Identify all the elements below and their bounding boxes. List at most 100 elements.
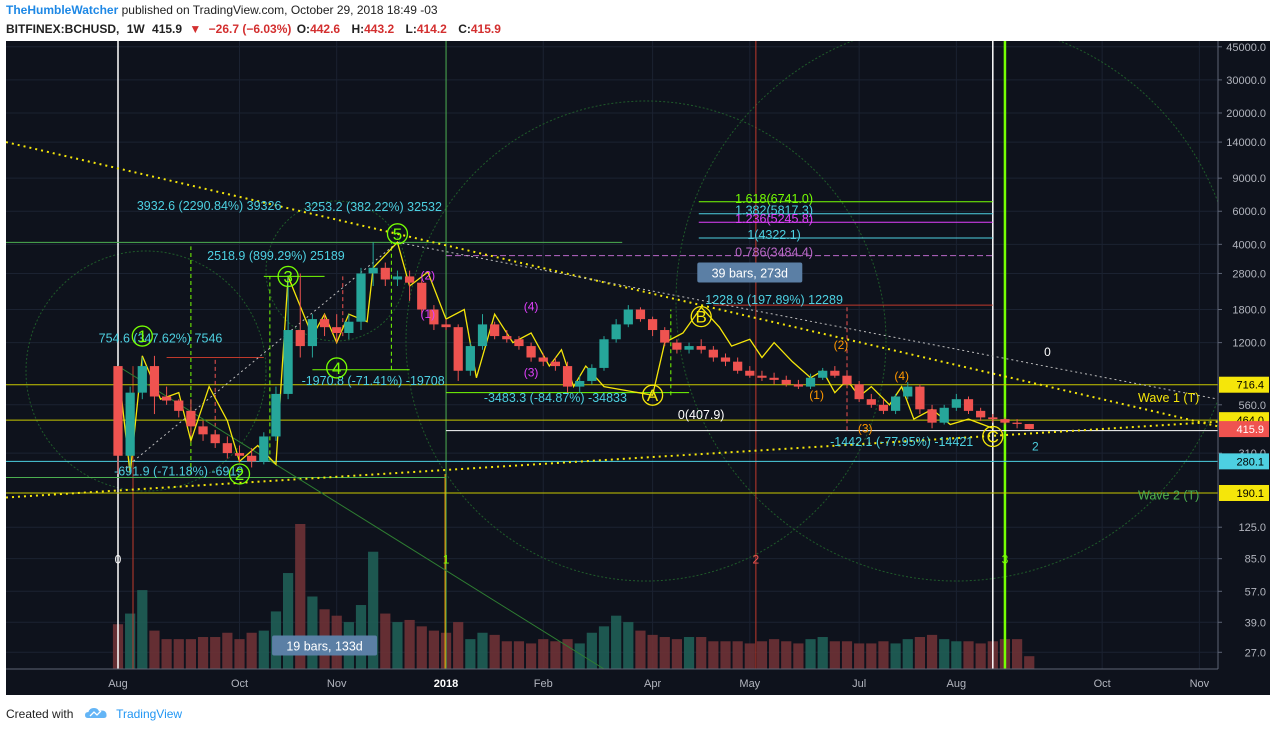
volume-bar (1024, 656, 1035, 669)
volume-bar (404, 619, 415, 669)
price-tick-label: 30000.0 (1226, 75, 1266, 87)
candle-body (1024, 424, 1034, 430)
candle-body (696, 346, 706, 350)
time-tick-label: Feb (534, 678, 553, 690)
volume-bar (137, 590, 148, 669)
candle-body (502, 336, 512, 340)
annotation-label: 0(407.9) (678, 408, 725, 422)
ohlc-open: O:442.6 (297, 22, 344, 36)
time-tick-label: Aug (108, 678, 128, 690)
candle-body (805, 377, 816, 387)
candle-body (392, 276, 403, 280)
wave-label-4: 4 (332, 359, 341, 378)
time-tick-label: Oct (231, 678, 248, 690)
volume-bar (890, 643, 901, 669)
candle-body (490, 324, 500, 337)
candle-body (526, 346, 536, 358)
volume-bar (428, 630, 440, 669)
down-arrow-icon: ▼ (189, 22, 202, 36)
gray-trendline (397, 241, 1219, 400)
volume-bar (841, 641, 853, 669)
footer: Created with TradingView (6, 707, 182, 721)
volume-bar (477, 632, 488, 669)
volume-bar (659, 637, 670, 669)
volume-bar (368, 551, 379, 669)
candle-body (866, 399, 876, 405)
candle-body (380, 267, 390, 280)
volume-bar (878, 641, 889, 669)
volume-bar (623, 622, 634, 669)
ohlc-high: H:443.2 (351, 22, 398, 36)
volume-bar (234, 639, 245, 669)
volume-bar (866, 643, 877, 669)
volume-bar (926, 634, 938, 669)
candle-body (429, 309, 439, 325)
price-tick-label: 57.0 (1245, 586, 1266, 598)
price-tick-label: 6000.0 (1232, 206, 1266, 218)
author-link[interactable]: TheHumbleWatcher (6, 3, 119, 17)
annotation-label: 1 (443, 553, 450, 567)
time-axis[interactable]: Aug Oct Nov 2018 Feb Apr May Jul Aug Oct Nov (6, 668, 1270, 695)
candle-body (453, 327, 463, 371)
candle-body (1000, 419, 1010, 423)
annotation-label: Wave 1 (T) (1138, 391, 1199, 405)
high-label: H: (351, 22, 365, 36)
volume-bar (793, 643, 804, 669)
volume-bar (501, 641, 512, 669)
volume-bar (732, 641, 743, 669)
wave-circle (131, 325, 153, 347)
chart-area[interactable]: 754.6 (347.62%) 7546 3932.6 (2290.84%) 39… (5, 20, 1270, 695)
volume-bar (173, 639, 184, 669)
symbol-info-bar: BITFINEX:BCHUSD, 1W 415.9 ▼ −26.7 (−6.03… (6, 22, 509, 36)
gann-circle (25, 250, 267, 492)
annotation-label: 3932.6 (2290.84%) 39326 (137, 199, 282, 213)
volume-bar (744, 643, 755, 669)
candle-body (988, 417, 998, 420)
wave-circle (386, 223, 409, 245)
volume-bar (854, 643, 865, 669)
wave-label-B: B (696, 308, 707, 327)
symbol-label[interactable]: BITFINEX:BCHUSD, (6, 22, 120, 36)
close-value: 415.9 (470, 22, 501, 36)
candle-body (660, 330, 670, 343)
volume-bar (125, 613, 136, 669)
volume-bar (392, 622, 403, 669)
price-tag-label: 415.9 (1236, 424, 1264, 436)
volume-bar (222, 632, 233, 669)
annotation-label: -1442.1 (-77.95%) -14421 (830, 435, 973, 449)
annotation-label: (2) (834, 338, 849, 352)
price-tick-label: 4000.0 (1232, 239, 1266, 251)
wave-circle (228, 463, 251, 485)
wave-label-2: 2 (235, 465, 244, 484)
time-tick-label: Jul (852, 678, 866, 690)
annotation-label: Wave 2 (T) (1138, 489, 1199, 503)
time-tick-label: Oct (1094, 678, 1111, 690)
chart-svg[interactable]: 754.6 (347.62%) 7546 3932.6 (2290.84%) 39… (5, 20, 1270, 695)
annotation-label: 3253.2 (382.22%) 32532 (304, 200, 442, 214)
low-label: L: (405, 22, 417, 36)
candle-body (283, 330, 293, 394)
annotation-label: 0 (1044, 345, 1051, 359)
price-tag (1219, 453, 1269, 470)
candle-body (137, 366, 147, 393)
tradingview-link[interactable]: TradingView (116, 707, 183, 721)
volume-bar (914, 637, 926, 669)
candle-body (332, 327, 342, 333)
price-axis-bg (1218, 41, 1270, 669)
low-value: 414.2 (416, 22, 447, 36)
candle-body (186, 410, 196, 427)
candle-body (562, 366, 573, 387)
volume-bar (185, 639, 197, 669)
volume-bar (829, 641, 840, 669)
price-axis[interactable]: 45000.0 30000.0 20000.0 14000.0 9000.0 6000.0… (1217, 41, 1270, 669)
price-tick-label: 560.0 (1238, 400, 1266, 412)
volume-bar (380, 613, 391, 669)
volume-bar (975, 643, 986, 669)
candle-body (368, 267, 378, 274)
annotation-label: (2) (420, 268, 435, 282)
time-tick-label: Nov (1190, 678, 1210, 690)
candle-body (465, 346, 475, 371)
annotation-label: -3483.3 (-84.87%) -34833 (484, 391, 627, 405)
candle-body (793, 384, 804, 387)
candle-body (623, 309, 633, 325)
